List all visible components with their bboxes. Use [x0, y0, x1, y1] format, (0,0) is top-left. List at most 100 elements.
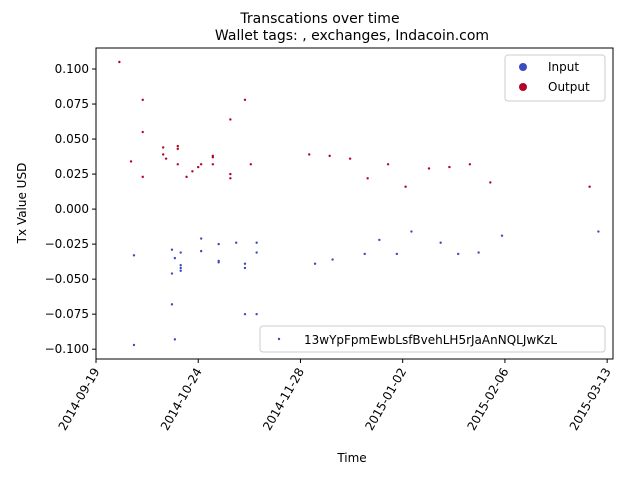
output-point [141, 130, 144, 134]
input-point [456, 252, 460, 256]
legend-input-marker [519, 63, 527, 71]
output-point [348, 157, 352, 160]
y-tick-label: −0.025 [45, 237, 89, 251]
input-point [477, 251, 480, 254]
input-point [217, 261, 220, 264]
output-point [468, 163, 472, 166]
chart-title: Wallet tags: , exchanges, Indacoin.com [215, 28, 489, 44]
x-tick-label: 2014-11-28 [260, 366, 307, 433]
x-axis: 2014-09-19 2014-10-24 2014-11-28 2015-01-02… [56, 359, 614, 433]
input-point [173, 256, 177, 260]
output-point [199, 163, 203, 166]
input-point [439, 241, 442, 244]
output-point [161, 146, 165, 149]
input-point [179, 251, 182, 254]
output-point [176, 144, 179, 148]
legend-input-label: Input [548, 60, 579, 74]
input-point [132, 254, 136, 257]
legend-output-label: Output [548, 80, 590, 94]
legend-top-box [504, 54, 606, 102]
input-point [217, 242, 220, 246]
input-point [255, 241, 258, 244]
x-tick-label: 2015-03-13 [567, 366, 614, 433]
input-point [170, 248, 174, 251]
plot-frame [95, 47, 614, 360]
output-point [176, 147, 179, 151]
input-point [179, 266, 182, 270]
y-tick-label: 0.100 [55, 62, 89, 76]
input-point [199, 237, 203, 240]
output-point [249, 163, 253, 166]
input-point [378, 238, 381, 242]
legend-bottom-box [259, 325, 606, 353]
input-point [170, 272, 174, 275]
output-point [489, 181, 492, 184]
input-point [199, 249, 203, 253]
output-point [141, 98, 144, 102]
input-point [243, 266, 247, 270]
output-point [161, 153, 165, 156]
input-point [235, 241, 238, 244]
input-point [179, 263, 182, 267]
chart-suptitle: Transcations over time [239, 11, 399, 27]
output-point [448, 165, 451, 169]
x-tick-label: 2014-10-24 [158, 366, 205, 433]
y-tick-label: 0.050 [55, 132, 89, 146]
x-tick-label: 2015-02-06 [465, 365, 512, 432]
input-point [243, 262, 247, 265]
legend-bottom: 13wYpFpmEwbLsfBvehLH5rJaAnNQLJwKzL [259, 325, 606, 353]
input-point [132, 343, 136, 347]
y-tick-label: −0.050 [45, 272, 89, 286]
output-point [588, 185, 591, 188]
input-point [179, 269, 182, 272]
input-point [243, 312, 247, 316]
output-point [308, 153, 311, 156]
legend-top: Input Output [504, 54, 606, 102]
y-tick-label: −0.100 [45, 342, 89, 356]
legend-address-label: 13wYpFpmEwbLsfBvehLH5rJaAnNQLJwKzL [304, 333, 557, 347]
output-point [197, 165, 200, 169]
legend-address-marker [277, 337, 281, 341]
x-tick-label: 2015-01-02 [362, 366, 409, 433]
output-point [164, 157, 168, 160]
y-tick-label: 0.000 [55, 202, 89, 216]
input-point [331, 258, 334, 261]
output-point [141, 175, 144, 179]
output-point [129, 160, 133, 163]
y-tick-label: −0.075 [45, 307, 89, 321]
input-point [410, 230, 413, 233]
output-point [366, 177, 369, 180]
output-point [176, 163, 179, 166]
data-points [118, 60, 600, 347]
y-axis: 0.100 0.075 0.050 0.025 0.000 −0.025 −0.050 −0.… [45, 62, 96, 356]
output-point [427, 167, 431, 170]
input-point [173, 338, 177, 341]
output-point [185, 175, 188, 179]
output-point [229, 118, 232, 121]
x-tick-label: 2014-09-19 [56, 366, 103, 433]
input-point [395, 252, 399, 256]
output-point [211, 163, 215, 166]
input-point [170, 303, 174, 306]
input-point [597, 230, 600, 233]
output-point [243, 98, 247, 102]
input-point [500, 234, 504, 237]
input-point [363, 252, 366, 256]
y-axis-label: Tx Value USD [15, 163, 29, 245]
input-point [255, 251, 258, 254]
y-tick-label: 0.075 [55, 97, 89, 111]
input-point [255, 312, 258, 316]
output-point [211, 156, 215, 159]
output-point [229, 172, 232, 176]
output-point [229, 177, 232, 180]
output-point [404, 185, 407, 188]
output-point [386, 163, 390, 166]
x-axis-label: Time [336, 451, 366, 465]
input-point [313, 262, 317, 265]
output-point [118, 60, 121, 64]
legend-output-marker [519, 83, 527, 91]
output-point [191, 170, 194, 173]
y-tick-label: 0.025 [55, 167, 89, 181]
output-point [328, 154, 331, 158]
